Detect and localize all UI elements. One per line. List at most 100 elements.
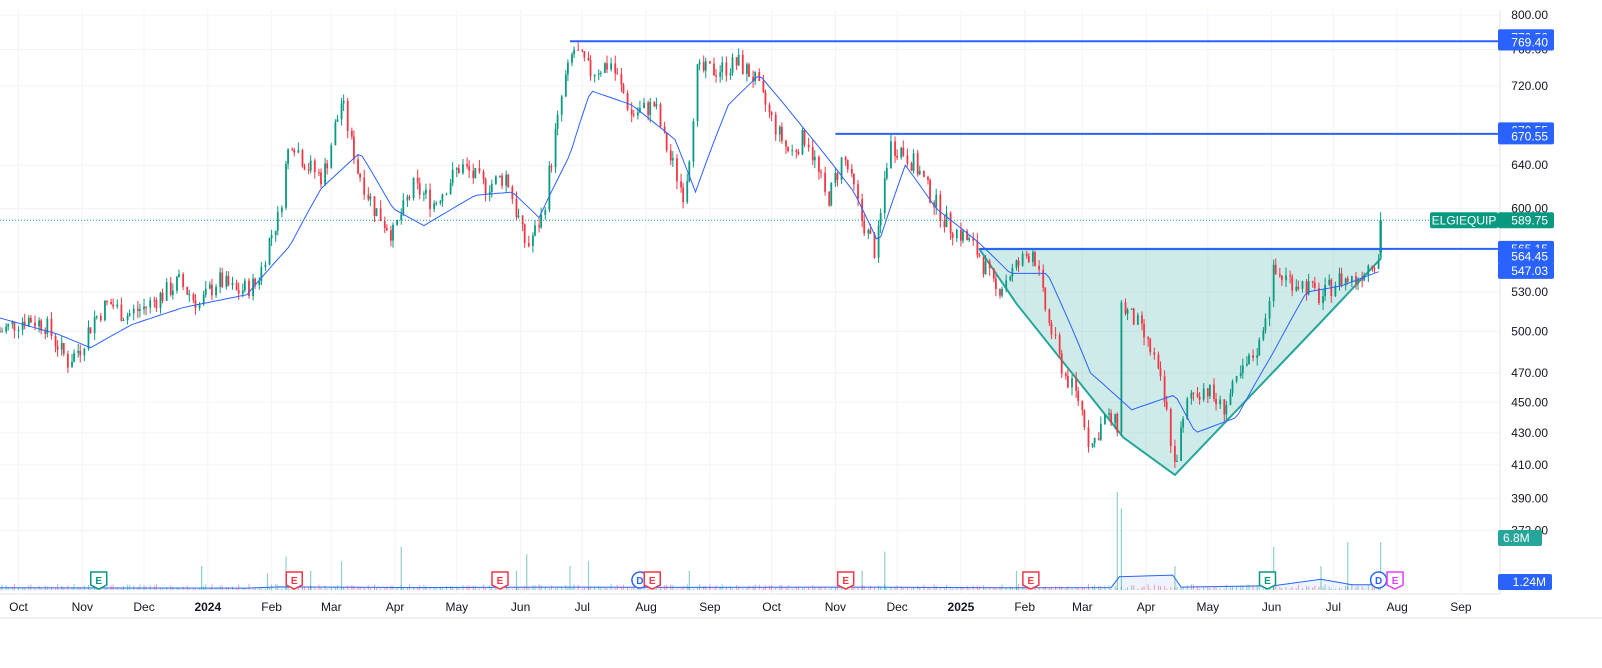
volume-bar <box>565 585 567 590</box>
candle-body <box>1034 252 1036 266</box>
candle-body <box>165 282 168 301</box>
candle-body <box>143 306 145 310</box>
candle-body <box>604 63 606 73</box>
volume-bar <box>729 586 731 590</box>
candle-body <box>494 176 497 184</box>
earnings-marker[interactable]: E <box>1386 571 1404 590</box>
volume-spike <box>1120 508 1122 590</box>
candle-body <box>280 207 283 213</box>
volume-bar <box>972 585 974 590</box>
volume-bar <box>1273 584 1275 590</box>
candle-body <box>960 229 962 241</box>
candle-body <box>1357 279 1359 284</box>
volume-bar <box>507 588 509 590</box>
candle-body <box>1246 363 1248 366</box>
volume-bar <box>797 586 799 590</box>
dividend-marker[interactable]: D <box>1369 571 1388 589</box>
candle-body <box>762 80 765 92</box>
volume-bar <box>1197 585 1199 590</box>
candle-body <box>1363 275 1366 281</box>
y-tick-label: 470.00 <box>1511 366 1548 380</box>
volume-bar <box>466 585 468 590</box>
volume-bar <box>995 587 997 590</box>
volume-bar <box>577 584 579 590</box>
candle-body <box>1048 309 1051 324</box>
earnings-marker[interactable]: E <box>285 571 303 590</box>
volume-bar <box>764 585 766 590</box>
candle-body <box>1064 373 1067 377</box>
candle-body <box>44 330 47 334</box>
volume-bar <box>1232 586 1234 590</box>
volume-bar <box>116 587 118 590</box>
candle-body <box>1338 273 1341 286</box>
volume-bar <box>1199 588 1201 590</box>
earnings-marker[interactable]: E <box>491 571 509 590</box>
volume-bar <box>194 588 196 590</box>
x-tick-label: Feb <box>1014 600 1035 614</box>
earnings-marker[interactable]: E <box>1022 571 1040 590</box>
volume-bar <box>804 588 806 590</box>
volume-spike <box>400 546 402 590</box>
candle-body <box>116 304 119 307</box>
volume-bar <box>1347 586 1349 590</box>
candle-body <box>1050 323 1053 335</box>
volume-bar <box>1279 587 1281 590</box>
volume-bar <box>1034 586 1036 590</box>
volume-bar <box>1026 585 1028 590</box>
volume-bar <box>408 584 410 590</box>
candle-body <box>1169 408 1172 447</box>
candle-body <box>556 114 559 129</box>
volume-spike <box>266 573 269 590</box>
volume-bar <box>413 587 415 590</box>
candle-body <box>211 284 213 296</box>
earnings-marker[interactable]: E <box>836 571 855 590</box>
candle-body <box>836 173 839 180</box>
cup-pattern <box>978 248 1382 476</box>
x-tick-label: Mar <box>1072 600 1093 614</box>
x-tick-label: Feb <box>261 600 282 614</box>
candle-body <box>945 212 948 228</box>
volume-bar <box>153 585 155 590</box>
candle-body <box>632 114 635 116</box>
candle-body <box>1110 413 1113 423</box>
candle-body <box>554 128 557 168</box>
volume-bar <box>830 587 832 590</box>
volume-spike <box>526 554 528 590</box>
earnings-marker[interactable]: E <box>1258 571 1277 590</box>
volume-bar <box>402 588 404 590</box>
symbol-label: ELGIEQUIP <box>1432 213 1497 227</box>
volume-bar <box>960 586 962 590</box>
volume-bar <box>205 584 207 590</box>
candle-body <box>112 304 115 307</box>
grid <box>0 10 1602 619</box>
volume-spike <box>310 570 312 590</box>
volume-bar <box>812 585 814 590</box>
volume-bar <box>890 587 892 590</box>
earnings-marker[interactable]: E <box>90 571 108 590</box>
candle-body <box>145 306 147 308</box>
candle-body <box>517 215 520 217</box>
volume-bar <box>758 584 760 590</box>
candle-body <box>1311 281 1314 283</box>
volume-bar <box>341 588 343 590</box>
candle-body <box>834 173 837 184</box>
earnings-marker[interactable]: E <box>643 571 662 590</box>
volume-bar <box>40 588 42 590</box>
candle-body <box>803 129 806 145</box>
candle-body <box>1176 460 1178 462</box>
volume-bar <box>419 584 421 590</box>
volume-bar <box>1094 584 1096 590</box>
volume-bar <box>137 586 139 590</box>
candle-body <box>785 140 787 147</box>
volume-bar <box>818 586 820 590</box>
volume-bar <box>46 586 48 590</box>
event-marker-label: E <box>291 576 298 587</box>
volume-bar <box>1351 584 1353 590</box>
candle-body <box>89 327 92 334</box>
candle-body <box>686 181 689 203</box>
volume-bar <box>145 586 147 590</box>
y-tick-label: 390.00 <box>1511 492 1548 506</box>
volume-bar <box>594 586 596 590</box>
